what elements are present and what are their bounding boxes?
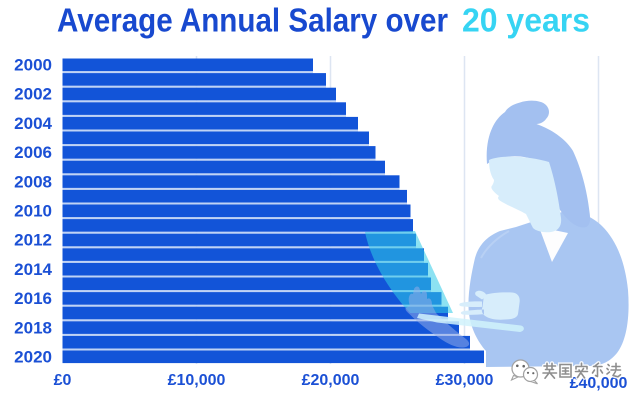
svg-text:2020: 2020 (14, 348, 52, 367)
svg-text:2004: 2004 (14, 114, 52, 133)
svg-text:2014: 2014 (14, 260, 52, 279)
svg-text:2018: 2018 (14, 318, 52, 337)
svg-text:2016: 2016 (14, 289, 52, 308)
svg-text:2010: 2010 (14, 202, 52, 221)
svg-text:£20,000: £20,000 (302, 372, 360, 389)
svg-text:£0: £0 (54, 372, 72, 389)
svg-text:2012: 2012 (14, 231, 52, 250)
svg-text:£10,000: £10,000 (168, 372, 226, 389)
svg-text:2006: 2006 (14, 143, 52, 162)
svg-text:2000: 2000 (14, 56, 52, 75)
svg-text:2008: 2008 (14, 172, 52, 191)
svg-text:£30,000: £30,000 (436, 372, 494, 389)
svg-text:2002: 2002 (14, 85, 52, 104)
